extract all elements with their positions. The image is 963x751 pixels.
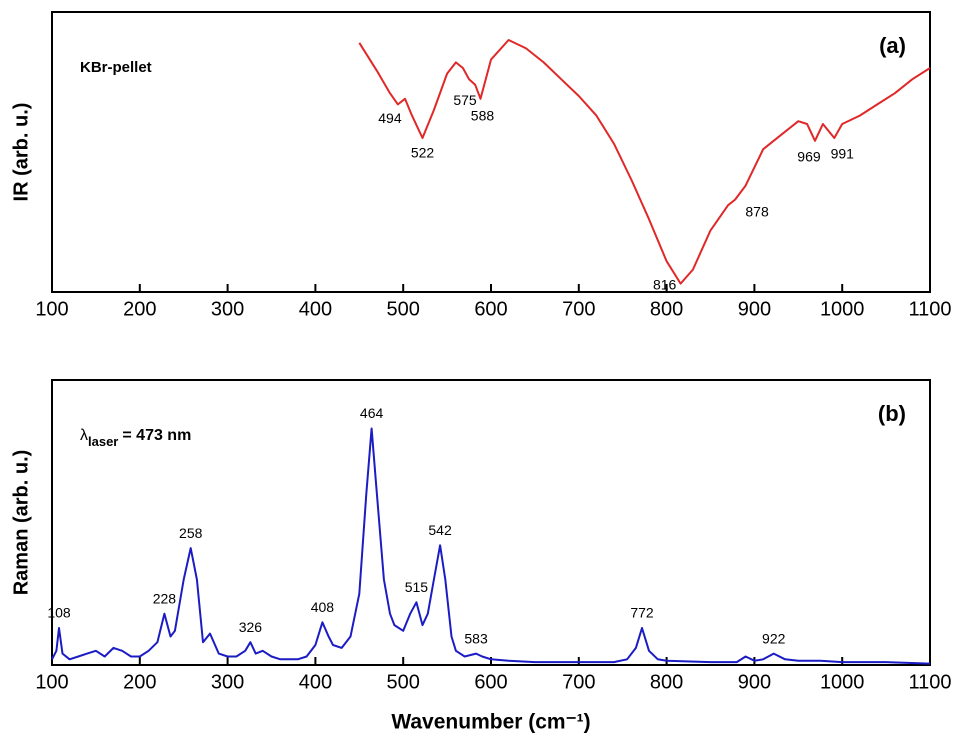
peak-label: 583: [464, 630, 488, 646]
x-tick-label: 800: [650, 298, 683, 320]
x-axis-label: Wavenumber (cm⁻¹): [391, 711, 590, 734]
peak-label: 494: [378, 110, 402, 126]
plot-frame: [51, 379, 931, 666]
x-tick-label: 400: [299, 298, 332, 320]
annotation: λlaser = 473 nm: [80, 427, 191, 449]
peak-label: 878: [745, 203, 769, 219]
peak-label: 772: [630, 605, 654, 621]
x-tick-label: 500: [387, 671, 420, 693]
peak-label: 515: [405, 579, 429, 595]
peak-label: 588: [471, 108, 495, 124]
x-tick-label: 300: [211, 298, 244, 320]
peak-label: 816: [653, 276, 677, 292]
x-tick-label: 700: [562, 671, 595, 693]
peak-label: 969: [797, 149, 821, 165]
peak-label: 464: [360, 405, 384, 421]
x-tick-label: 1000: [820, 298, 865, 320]
annotation-subscript: laser: [88, 434, 118, 449]
spectrum-line: [358, 39, 931, 285]
x-tick-label: 1000: [820, 671, 865, 693]
annotation: KBr-pellet: [80, 59, 152, 76]
peak-label: 542: [428, 522, 452, 538]
x-tick-label: 500: [387, 298, 420, 320]
y-axis-label: Raman (arb. u.): [10, 450, 32, 596]
peak-label: 522: [411, 145, 435, 161]
annotation-text: = 473 nm: [122, 427, 191, 444]
peak-label: 108: [47, 605, 71, 621]
peak-label: 922: [762, 630, 786, 646]
x-tick-label: 300: [211, 671, 244, 693]
x-tick-label: 100: [35, 671, 68, 693]
y-axis-label: IR (arb. u.): [10, 103, 32, 202]
x-tick-label: 600: [474, 298, 507, 320]
x-tick-label: 400: [299, 671, 332, 693]
x-tick-label: 100: [35, 298, 68, 320]
x-tick-label: 200: [123, 671, 156, 693]
annotation-symbol: λ: [80, 427, 88, 444]
peak-label: 258: [179, 525, 203, 541]
peak-label: 228: [153, 590, 177, 606]
x-tick-label: 1100: [908, 671, 951, 693]
x-tick-label: 600: [474, 671, 507, 693]
x-tick-label: 200: [123, 298, 156, 320]
spectrum-line: [51, 427, 931, 665]
x-tick-label: 800: [650, 671, 683, 693]
x-tick-label: 900: [738, 298, 771, 320]
panel-label: (b): [878, 401, 906, 426]
x-tick-label: 700: [562, 298, 595, 320]
panel-label: (a): [879, 33, 906, 58]
peak-label: 408: [311, 599, 335, 615]
peak-label: 575: [453, 92, 477, 108]
peak-label: 991: [831, 146, 855, 162]
x-tick-label: 1100: [908, 298, 951, 320]
peak-label: 326: [239, 619, 263, 635]
x-tick-label: 900: [738, 671, 771, 693]
